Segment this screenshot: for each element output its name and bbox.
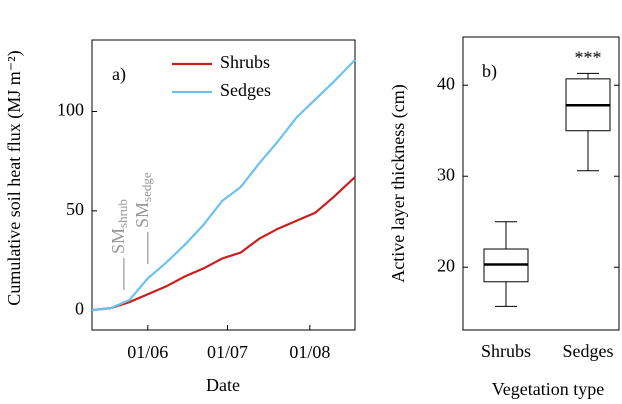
x-tick-label: Shrubs xyxy=(481,341,531,361)
x-tick-label: 01/06 xyxy=(127,342,168,362)
y-tick-label: 30 xyxy=(437,164,455,184)
y-tick-label: 20 xyxy=(437,255,455,275)
y-tick-label: 100 xyxy=(57,100,84,120)
x-tick-label: 01/08 xyxy=(289,342,330,362)
y-tick-label: 0 xyxy=(75,298,84,318)
x-tick-label: Sedges xyxy=(563,341,614,361)
y-axis-label: Active layer thickness (cm) xyxy=(388,84,409,282)
y-tick-label: 50 xyxy=(66,199,84,219)
snowmelt-sub: sedge xyxy=(139,172,154,202)
snowmelt-text: SM xyxy=(132,202,152,228)
panel-label: b) xyxy=(482,61,497,82)
snowmelt-sub: shrub xyxy=(115,199,130,228)
snowmelt-text: SM xyxy=(108,228,128,254)
x-axis-label: Date xyxy=(206,375,240,395)
panel-label: a) xyxy=(112,64,126,85)
snowmelt-label: SMshrub xyxy=(108,199,130,254)
plot-frame xyxy=(91,39,356,331)
snowmelt-label: SMsedge xyxy=(132,172,154,228)
legend-label: Shrubs xyxy=(220,52,270,72)
legend-label: Sedges xyxy=(220,80,271,100)
plot-frame xyxy=(462,36,620,331)
y-tick-label: 40 xyxy=(437,73,455,93)
y-axis-label: Cumulative soil heat flux (MJ m⁻²) xyxy=(4,50,25,305)
significance: *** xyxy=(575,48,602,68)
series-line xyxy=(91,176,356,312)
x-tick-label: 01/07 xyxy=(207,342,248,362)
series-line xyxy=(91,59,356,312)
x-axis-label: Vegetation type xyxy=(492,379,604,399)
